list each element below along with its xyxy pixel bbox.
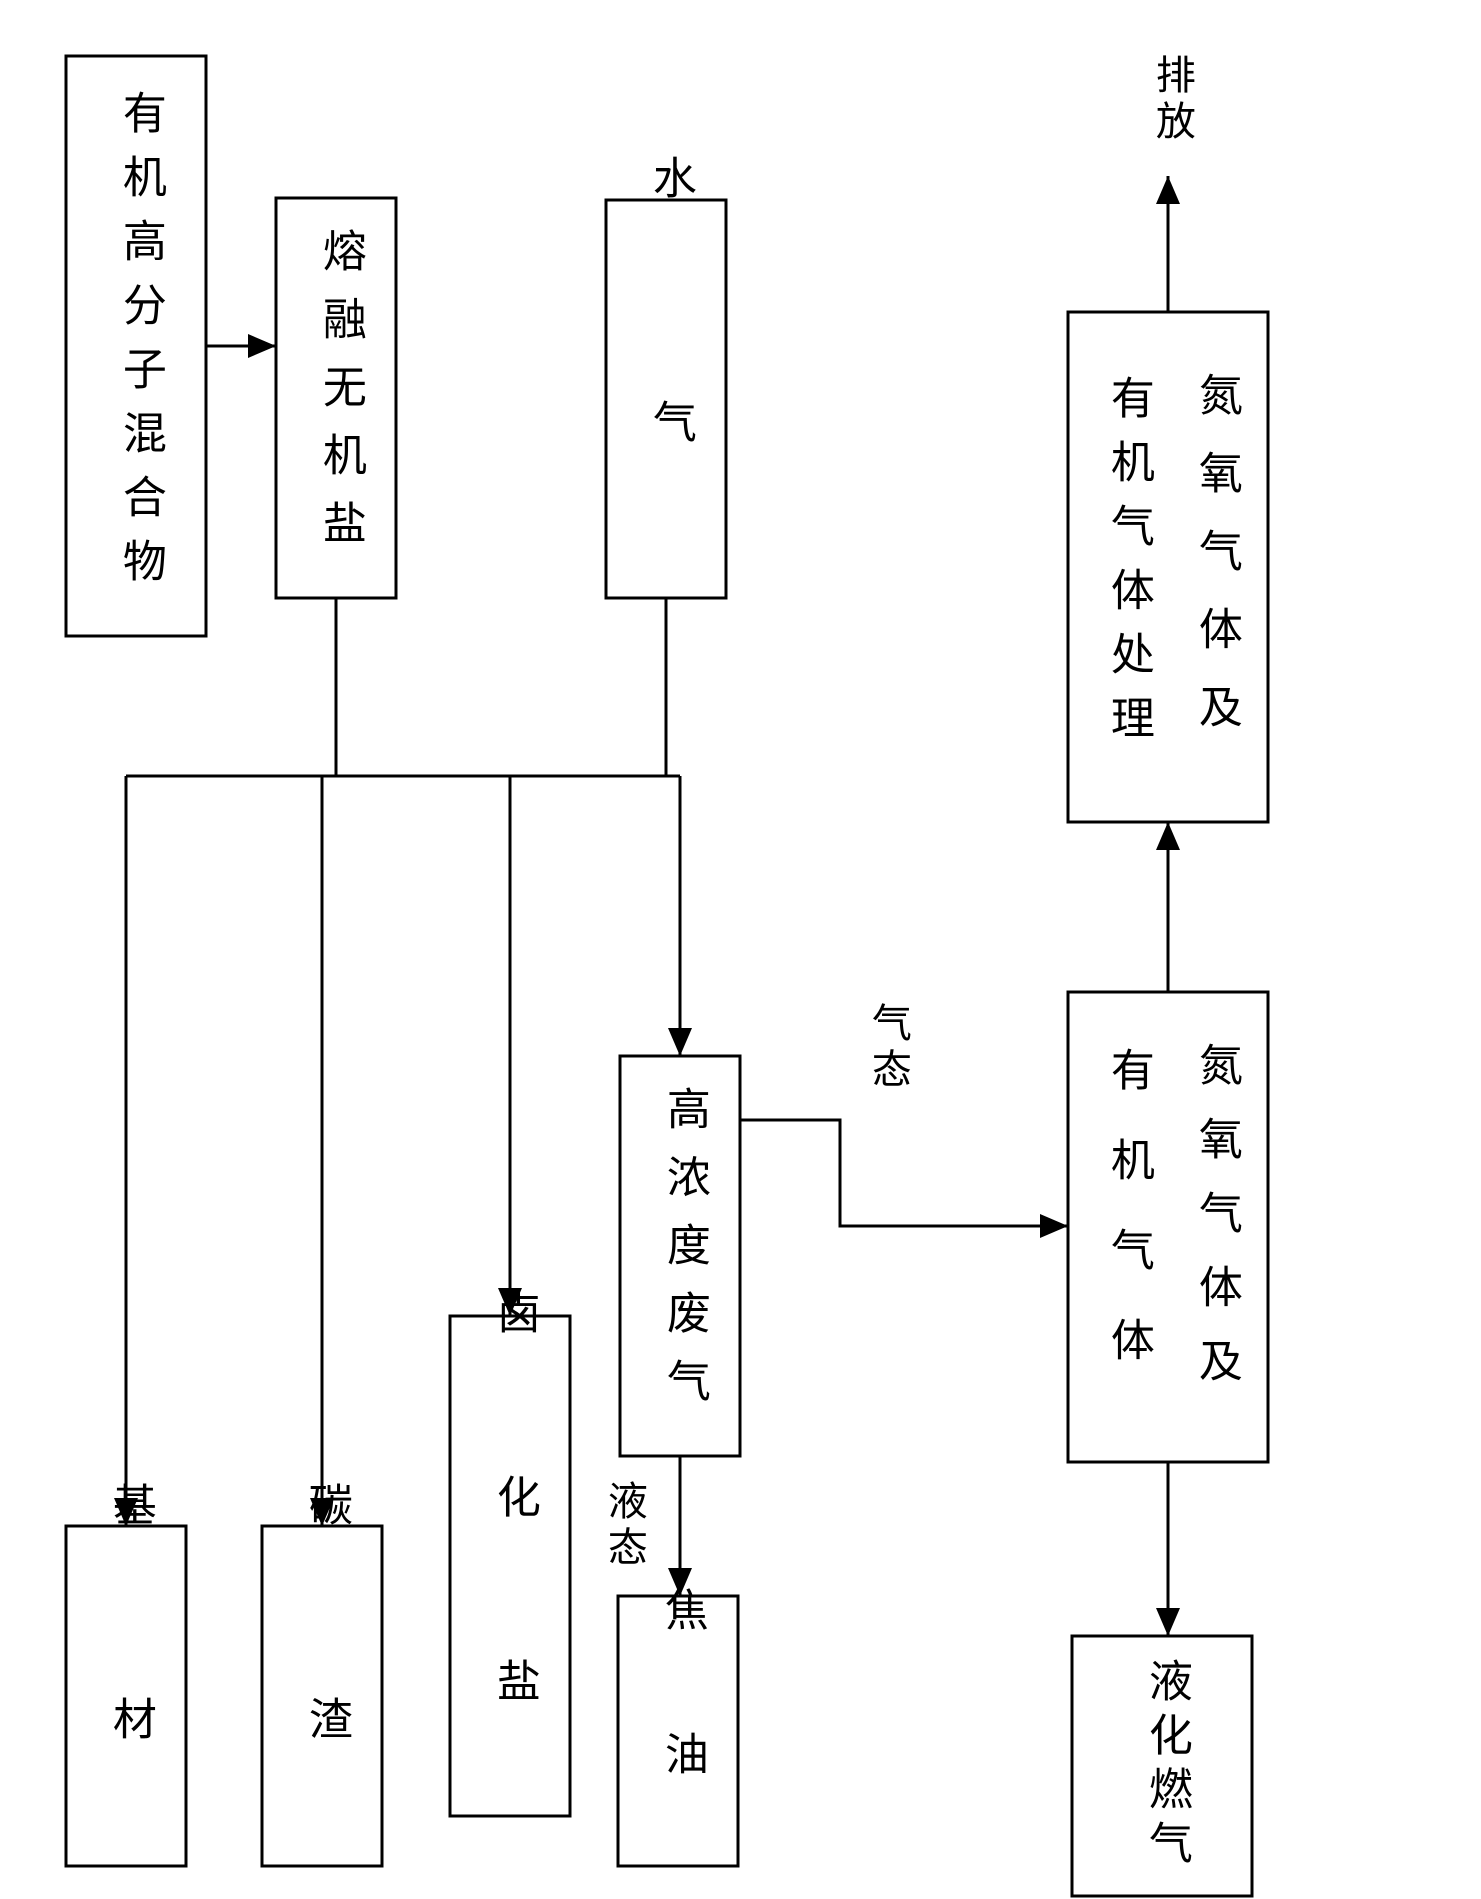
edge-label: 气态 xyxy=(866,1002,911,1094)
flow-node-label: 液化燃气 xyxy=(1142,1658,1192,1874)
flow-node-label: 氮氧气体及 xyxy=(1192,372,1242,762)
flow-node-label: 有机气体 xyxy=(1104,1047,1154,1407)
flow-node-label: 水气 xyxy=(646,155,696,643)
edge-label: 液态 xyxy=(602,1480,647,1572)
flow-node-label: 熔融无机盐 xyxy=(316,228,366,568)
flow-node-label: 氮氧气体及 xyxy=(1192,1042,1242,1412)
flow-node-label: 高浓度废气 xyxy=(660,1086,710,1426)
flow-node-label: 有机高分子混合物 xyxy=(116,90,166,602)
flow-node-label: 基材 xyxy=(106,1482,156,1899)
flow-node-label: 碳渣 xyxy=(302,1482,352,1899)
flow-node-label: 焦油 xyxy=(658,1587,708,1875)
edge-label: 排放 xyxy=(1150,54,1196,146)
flow-node-label: 卤化盐 xyxy=(490,1290,540,1842)
flow-node-label: 有机气体处理 xyxy=(1104,375,1154,759)
